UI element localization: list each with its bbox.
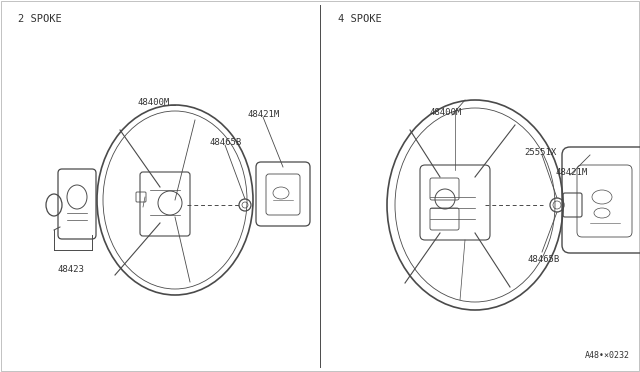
Text: 2 SPOKE: 2 SPOKE <box>18 14 61 24</box>
Text: 48400M: 48400M <box>430 108 462 117</box>
Text: A48•×0232: A48•×0232 <box>585 351 630 360</box>
Text: 4 SPOKE: 4 SPOKE <box>338 14 381 24</box>
Text: 48421M: 48421M <box>555 168 588 177</box>
Text: 48423: 48423 <box>57 265 84 274</box>
Text: 48465B: 48465B <box>210 138 243 147</box>
Text: 48465B: 48465B <box>527 255 559 264</box>
Text: 48400M: 48400M <box>138 98 170 107</box>
Text: 48421M: 48421M <box>248 110 280 119</box>
Text: 25551X: 25551X <box>524 148 556 157</box>
